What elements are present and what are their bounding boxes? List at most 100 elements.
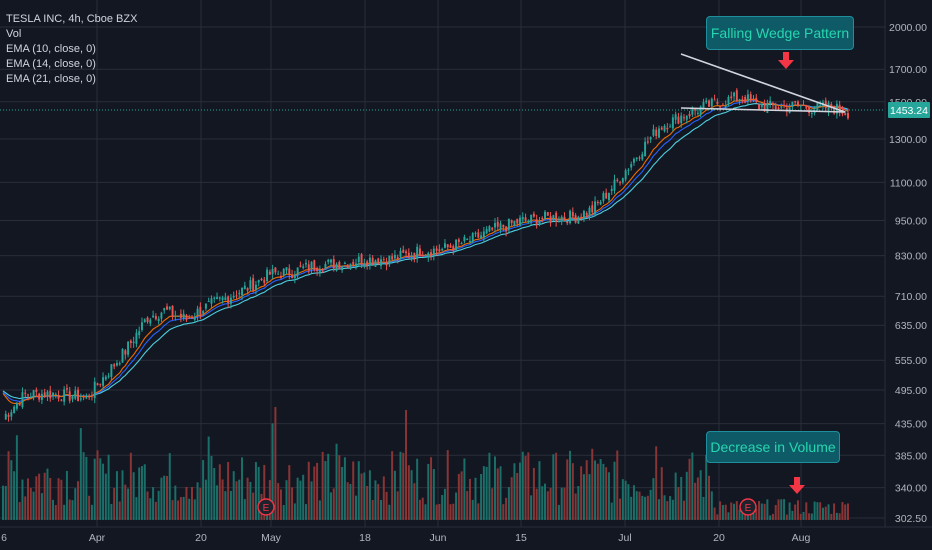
candle-body <box>844 113 847 115</box>
candle <box>332 255 335 272</box>
volume-bar <box>235 481 238 520</box>
volume-bar <box>468 478 471 520</box>
candle <box>388 255 391 268</box>
candle-body <box>152 315 155 318</box>
volume-bar <box>546 491 549 520</box>
candle <box>418 244 421 257</box>
volume-bar <box>805 502 808 520</box>
volume-bar <box>763 503 766 520</box>
candle-body <box>691 108 694 115</box>
candle-body <box>202 311 205 314</box>
volume-bar <box>74 488 77 520</box>
candle-body <box>694 109 697 111</box>
candle-body <box>621 178 624 183</box>
candle-body <box>232 295 235 298</box>
candle <box>299 261 302 268</box>
candle-body <box>418 248 421 257</box>
price-tick-label: 555.00 <box>895 355 927 367</box>
candle <box>252 274 255 293</box>
candle-body <box>163 308 166 311</box>
volume-bar <box>199 487 202 520</box>
candle <box>755 94 758 104</box>
candle-body <box>710 98 713 107</box>
candle <box>171 305 174 320</box>
volume-bar <box>324 461 327 520</box>
candle-body <box>399 250 402 257</box>
price-tick-label: 1700.00 <box>889 64 927 76</box>
candle <box>113 363 116 370</box>
candle-body <box>819 104 822 106</box>
volume-bar <box>127 488 130 520</box>
candle-body <box>457 239 460 242</box>
volume-bar <box>391 451 394 520</box>
legend-ema-14: EMA (14, close, 0) <box>6 58 96 70</box>
candle-body <box>46 391 49 397</box>
volume-bar <box>310 481 313 520</box>
volume-bar <box>738 509 741 520</box>
candle-body <box>505 226 508 232</box>
volume-bar <box>555 452 558 520</box>
volume-bar <box>827 504 830 520</box>
candle <box>24 389 27 398</box>
volume-bar <box>77 481 80 520</box>
price-tick-label: 635.00 <box>895 320 927 332</box>
candle-body <box>402 249 405 253</box>
candle-body <box>4 413 7 420</box>
candle <box>730 91 733 101</box>
candle-body <box>60 399 63 401</box>
volume-bar <box>696 477 699 520</box>
volume-bar <box>380 500 383 520</box>
candle <box>463 234 466 244</box>
candle <box>441 247 444 252</box>
candle <box>605 188 608 200</box>
volume-bar <box>232 471 235 520</box>
falling-wedge-label: Falling Wedge Pattern <box>706 16 854 50</box>
candle-body <box>777 107 780 110</box>
candle <box>652 124 655 138</box>
volume-bar <box>549 487 552 520</box>
candle-body <box>382 259 385 261</box>
candle-body <box>555 212 558 222</box>
candle-body <box>299 265 302 267</box>
last-price-tag: 1453.24 <box>888 102 930 119</box>
candle <box>88 393 91 400</box>
volume-bar <box>349 483 352 520</box>
volume-bar <box>838 513 841 520</box>
candle <box>549 212 552 227</box>
volume-bar <box>585 460 588 520</box>
volume-bar <box>15 435 18 520</box>
candle <box>18 401 21 406</box>
candle-body <box>774 106 777 109</box>
candle-body <box>699 106 702 115</box>
candle <box>474 231 477 237</box>
candle-body <box>216 297 219 300</box>
volume-bar <box>777 499 780 520</box>
candle <box>327 258 330 265</box>
candle <box>696 108 699 116</box>
volume-bar <box>802 511 805 520</box>
candle-body <box>560 216 563 222</box>
candle-body <box>268 271 271 275</box>
volume-bar <box>207 436 210 520</box>
volume-bar <box>671 499 674 520</box>
candle-body <box>313 260 316 270</box>
candle-body <box>191 316 193 319</box>
candle-body <box>477 232 480 238</box>
candle-body <box>744 97 747 103</box>
candle <box>830 101 833 111</box>
volume-bar <box>118 501 121 520</box>
candle-body <box>532 213 535 217</box>
candle <box>527 219 530 224</box>
volume-bar <box>488 452 491 520</box>
candle-body <box>57 395 60 399</box>
volume-bar <box>721 504 724 520</box>
candle-body <box>546 212 549 216</box>
volume-bar <box>699 470 702 520</box>
volume-bar <box>188 498 191 520</box>
volume-bar <box>649 489 652 520</box>
time-tick-label: May <box>261 532 282 544</box>
price-tick-label: 1100.00 <box>890 177 927 189</box>
candle-body <box>552 215 555 221</box>
volume-bar <box>674 472 677 520</box>
